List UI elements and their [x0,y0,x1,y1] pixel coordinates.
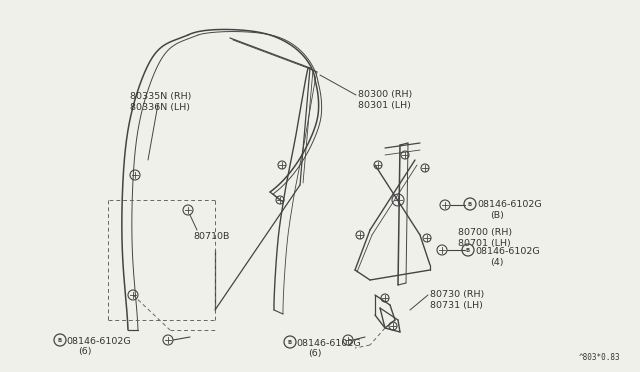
Text: 80300 (RH): 80300 (RH) [358,90,412,99]
Text: 80731 (LH): 80731 (LH) [430,301,483,310]
Text: 80335N (RH): 80335N (RH) [130,92,191,101]
Text: 08146-6102G: 08146-6102G [475,247,540,256]
Text: 80301 (LH): 80301 (LH) [358,101,411,110]
Text: B: B [466,248,470,253]
Text: 80710B: 80710B [193,232,229,241]
Text: ^803*0.83: ^803*0.83 [579,353,620,362]
Text: 80701 (LH): 80701 (LH) [458,239,511,248]
Text: 80700 (RH): 80700 (RH) [458,228,512,237]
Text: (6): (6) [78,347,92,356]
Text: 80336N (LH): 80336N (LH) [130,103,190,112]
Text: (4): (4) [490,258,504,267]
Text: (B): (B) [490,211,504,220]
Text: B: B [468,202,472,207]
Text: 80730 (RH): 80730 (RH) [430,290,484,299]
Text: B: B [288,340,292,345]
Text: 08146-6102G: 08146-6102G [296,339,360,348]
Text: 08146-6102G: 08146-6102G [66,337,131,346]
Text: B: B [58,338,62,343]
Text: (6): (6) [308,349,321,358]
Text: 08146-6102G: 08146-6102G [477,200,541,209]
